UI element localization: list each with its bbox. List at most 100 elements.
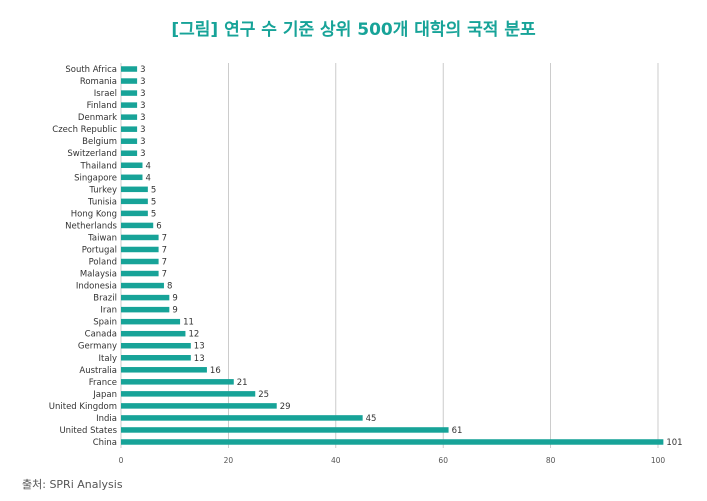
chart-title: [그림] 연구 수 기준 상위 500개 대학의 국적 분포 (171, 20, 536, 40)
bar (121, 210, 148, 217)
value-label: 12 (188, 330, 199, 340)
bar (121, 150, 138, 156)
category-label: Australia (79, 366, 117, 376)
value-label: 4 (145, 161, 150, 171)
category-label: India (96, 414, 117, 424)
bar (121, 379, 234, 385)
category-label: Netherlands (65, 221, 117, 231)
category-label: Czech Republic (52, 125, 117, 135)
category-label: South Africa (65, 65, 117, 75)
value-label: 7 (162, 233, 167, 243)
category-label: Singapore (74, 173, 117, 183)
value-label: 29 (280, 402, 291, 412)
bar (121, 114, 138, 120)
x-tick-label: 60 (438, 456, 448, 465)
bar (121, 367, 207, 373)
category-label: United Kingdom (49, 402, 117, 412)
x-tick-label: 20 (224, 456, 234, 465)
bar (121, 162, 143, 169)
category-label: Thailand (79, 161, 117, 171)
value-label: 4 (145, 173, 150, 183)
value-label: 11 (183, 318, 194, 328)
value-label: 5 (151, 185, 156, 195)
value-label: 3 (140, 113, 145, 123)
bar (121, 403, 277, 409)
bar (121, 234, 159, 241)
category-label: Belgium (82, 137, 117, 147)
value-label: 61 (452, 426, 463, 436)
bar (121, 78, 138, 84)
x-tick-label: 40 (331, 456, 341, 465)
bar (121, 222, 154, 229)
value-label: 7 (162, 270, 167, 280)
x-tick-label: 0 (119, 456, 124, 465)
bar (121, 66, 138, 72)
value-label: 5 (151, 197, 156, 207)
category-label: China (93, 438, 117, 448)
bar (121, 126, 138, 132)
bar (121, 90, 138, 96)
bar (121, 258, 159, 265)
value-label: 21 (237, 378, 248, 388)
value-label: 8 (167, 282, 172, 292)
value-label: 13 (194, 342, 205, 352)
bar (121, 198, 148, 205)
category-label: France (89, 378, 117, 388)
bar (121, 342, 191, 349)
value-label: 9 (172, 294, 177, 304)
category-label: Poland (89, 258, 117, 268)
category-label: Germany (78, 342, 117, 352)
category-label: Finland (87, 101, 117, 111)
category-label: Canada (85, 330, 117, 340)
bars (121, 66, 664, 445)
bar (121, 270, 159, 277)
value-label: 101 (666, 438, 682, 448)
bar (121, 355, 191, 361)
value-label: 7 (162, 258, 167, 268)
bar (121, 186, 148, 193)
category-label: Romania (80, 77, 117, 87)
source-note: 출처: SPRi Analysis (22, 478, 123, 491)
value-label: 5 (151, 209, 156, 219)
value-label: 7 (162, 245, 167, 255)
bar (121, 391, 256, 397)
category-label: Brazil (93, 294, 117, 304)
x-tick-label: 100 (651, 456, 666, 465)
value-label: 13 (194, 354, 205, 364)
value-label: 3 (140, 101, 145, 111)
bar (121, 282, 164, 289)
value-label: 45 (366, 414, 377, 424)
category-label: Turkey (88, 185, 117, 195)
value-label: 16 (210, 366, 221, 376)
x-tick-label: 80 (546, 456, 556, 465)
bar (121, 439, 664, 445)
value-label: 6 (156, 221, 161, 231)
value-label: 3 (140, 65, 145, 75)
category-label: Iran (100, 306, 117, 316)
value-label: 3 (140, 89, 145, 99)
value-label: 9 (172, 306, 177, 316)
category-label: Japan (92, 390, 117, 400)
category-label: Hong Kong (71, 209, 117, 219)
category-label: Switzerland (67, 149, 117, 159)
category-label: United States (59, 426, 117, 436)
category-label: Indonesia (76, 282, 117, 292)
bar (121, 102, 138, 108)
bar (121, 427, 449, 433)
bar (121, 294, 170, 301)
labels: 0 20 40 60 80 100 South Africa 3 Romania 3 Israel 3… (49, 65, 683, 465)
category-label: Taiwan (87, 233, 117, 243)
bar (121, 138, 138, 144)
category-label: Spain (93, 318, 117, 328)
category-label: Denmark (78, 113, 117, 123)
bar (121, 246, 159, 253)
bar (121, 318, 181, 325)
grid-lines (120, 63, 659, 448)
bar (121, 174, 143, 181)
bar (121, 306, 170, 313)
category-label: Italy (99, 354, 117, 364)
category-label: Tunisia (87, 197, 117, 207)
value-label: 3 (140, 77, 145, 87)
category-label: Portugal (82, 245, 117, 255)
